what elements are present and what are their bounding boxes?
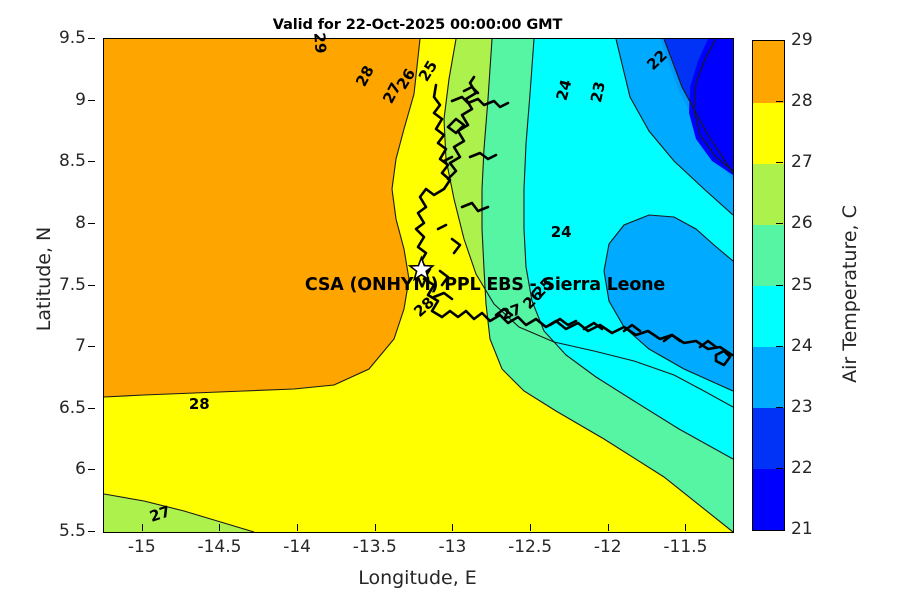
colorbar-band	[753, 346, 784, 409]
x-tick-label: -12.5	[508, 537, 553, 557]
colorbar-tick-mark	[776, 345, 783, 347]
y-tick-label: 6	[75, 459, 86, 480]
x-tick-label: -14	[283, 537, 312, 557]
colorbar-band	[753, 163, 784, 225]
chart-title: Valid for 22-Oct-2025 00:00:00 GMT	[272, 17, 563, 33]
colorbar-tick-label: 26	[791, 213, 813, 234]
contour-plot-area[interactable]	[103, 38, 734, 533]
y-tick-mark	[88, 407, 95, 409]
y-tick-mark	[88, 222, 95, 224]
colorbar-band	[753, 41, 784, 103]
x-tick-label: -13	[438, 537, 467, 557]
y-tick-label: 9.5	[58, 28, 86, 48]
colorbar-tick-label: 24	[791, 335, 813, 356]
y-tick-mark	[88, 531, 95, 532]
colorbar-tick-label: 22	[791, 457, 813, 478]
colorbar-tick-mark	[776, 467, 783, 469]
y-tick-mark	[88, 161, 95, 163]
y-tick-mark	[88, 284, 95, 286]
colorbar-tick-label: 27	[791, 152, 813, 173]
colorbar-tick-mark	[776, 284, 783, 286]
y-tick-label: 7.5	[58, 274, 86, 295]
x-tick-mark	[374, 524, 376, 531]
x-tick-mark	[685, 524, 687, 531]
x-tick-mark	[141, 524, 143, 531]
colorbar-tick-label: 23	[791, 396, 813, 417]
colorbar-tick-mark	[776, 101, 783, 103]
x-axis-label: Longitude, E	[358, 567, 477, 589]
x-axis-ticks: -15 -14.5 -14 -13.5 -13 -12.5 -12 -11.5	[103, 524, 732, 571]
x-tick-label: -11.5	[663, 537, 708, 557]
colorbar-tick-mark	[776, 162, 783, 164]
y-axis-ticks: 5.5 6 6.5 7 7.5 8 8.5 9 9.5	[0, 28, 95, 541]
colorbar-tick-label: 25	[791, 274, 813, 295]
x-tick-mark	[607, 524, 609, 531]
colorbar-tick-label: 29	[791, 30, 813, 50]
x-tick-mark	[297, 524, 299, 531]
x-tick-mark	[452, 524, 454, 531]
x-tick-mark	[530, 524, 532, 531]
y-tick-label: 8.5	[58, 151, 86, 172]
x-tick-mark	[219, 524, 221, 531]
x-tick-label: -12	[593, 537, 622, 557]
colorbar-band	[753, 102, 784, 164]
x-tick-label: -14.5	[197, 537, 242, 557]
colorbar-tick-label: 28	[791, 91, 813, 112]
y-tick-label: 8	[75, 212, 86, 233]
y-axis-label: Latitude, N	[33, 226, 55, 332]
colorbar-label: Air Temperature, C	[839, 205, 861, 383]
colorbar-tick-mark	[776, 406, 783, 408]
colorbar-band	[753, 224, 784, 287]
y-tick-label: 6.5	[58, 397, 86, 418]
y-tick-label: 5.5	[58, 521, 86, 541]
y-tick-mark	[88, 469, 95, 471]
contour-field	[104, 39, 733, 532]
colorbar-band	[753, 407, 784, 470]
x-tick-label: -13.5	[352, 537, 397, 557]
colorbar-band	[753, 468, 784, 530]
colorbar-tick-mark	[776, 223, 783, 225]
y-tick-mark	[88, 38, 95, 39]
colorbar-tick-label: 21	[791, 519, 813, 539]
y-tick-label: 9	[75, 89, 86, 110]
y-tick-label: 7	[75, 336, 86, 357]
y-tick-mark	[88, 99, 95, 101]
colorbar-band	[753, 285, 784, 348]
colorbar[interactable]	[752, 40, 785, 531]
x-tick-label: -15	[127, 537, 156, 557]
y-tick-mark	[88, 346, 95, 348]
